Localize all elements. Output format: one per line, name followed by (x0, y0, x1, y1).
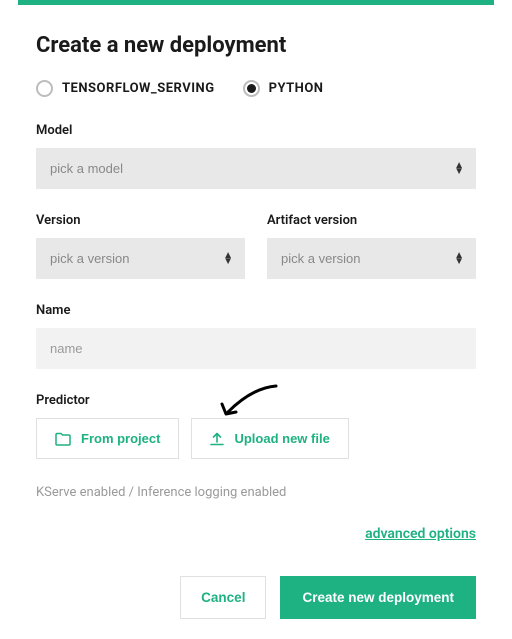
name-label: Name (36, 303, 476, 318)
deployment-form: Create a new deployment TENSORFLOW_SERVI… (0, 5, 512, 639)
footer-actions: Cancel Create new deployment (36, 576, 476, 619)
advanced-options-link[interactable]: advanced options (36, 526, 476, 542)
radio-circle-icon (243, 80, 260, 97)
radio-label: TENSORFLOW_SERVING (62, 81, 215, 96)
model-select[interactable]: pick a model (36, 148, 476, 189)
upload-new-file-button[interactable]: Upload new file (191, 418, 348, 459)
version-field: Version pick a version ▲▼ (36, 213, 245, 279)
predictor-field: Predictor From project Upload new file (36, 393, 476, 459)
radio-label: PYTHON (269, 81, 324, 96)
from-project-label: From project (81, 431, 160, 446)
folder-icon (55, 432, 71, 446)
from-project-button[interactable]: From project (36, 418, 179, 459)
artifact-version-field: Artifact version pick a version ▲▼ (267, 213, 476, 279)
upload-label: Upload new file (234, 431, 329, 446)
version-label: Version (36, 213, 245, 228)
version-select[interactable]: pick a version (36, 238, 245, 279)
predictor-label: Predictor (36, 393, 476, 408)
model-label: Model (36, 123, 476, 138)
name-input[interactable] (36, 328, 476, 369)
radio-python[interactable]: PYTHON (243, 80, 324, 97)
serving-type-radio-group: TENSORFLOW_SERVING PYTHON (36, 80, 476, 97)
cancel-button[interactable]: Cancel (180, 576, 266, 619)
radio-tensorflow-serving[interactable]: TENSORFLOW_SERVING (36, 80, 215, 97)
artifact-version-select[interactable]: pick a version (267, 238, 476, 279)
page-title: Create a new deployment (36, 33, 476, 58)
upload-icon (210, 432, 224, 446)
artifact-version-label: Artifact version (267, 213, 476, 228)
radio-circle-icon (36, 80, 53, 97)
create-deployment-button[interactable]: Create new deployment (280, 576, 476, 619)
model-field: Model pick a model ▲▼ (36, 123, 476, 189)
name-field: Name (36, 303, 476, 369)
status-text: KServe enabled / Inference logging enabl… (36, 485, 476, 500)
